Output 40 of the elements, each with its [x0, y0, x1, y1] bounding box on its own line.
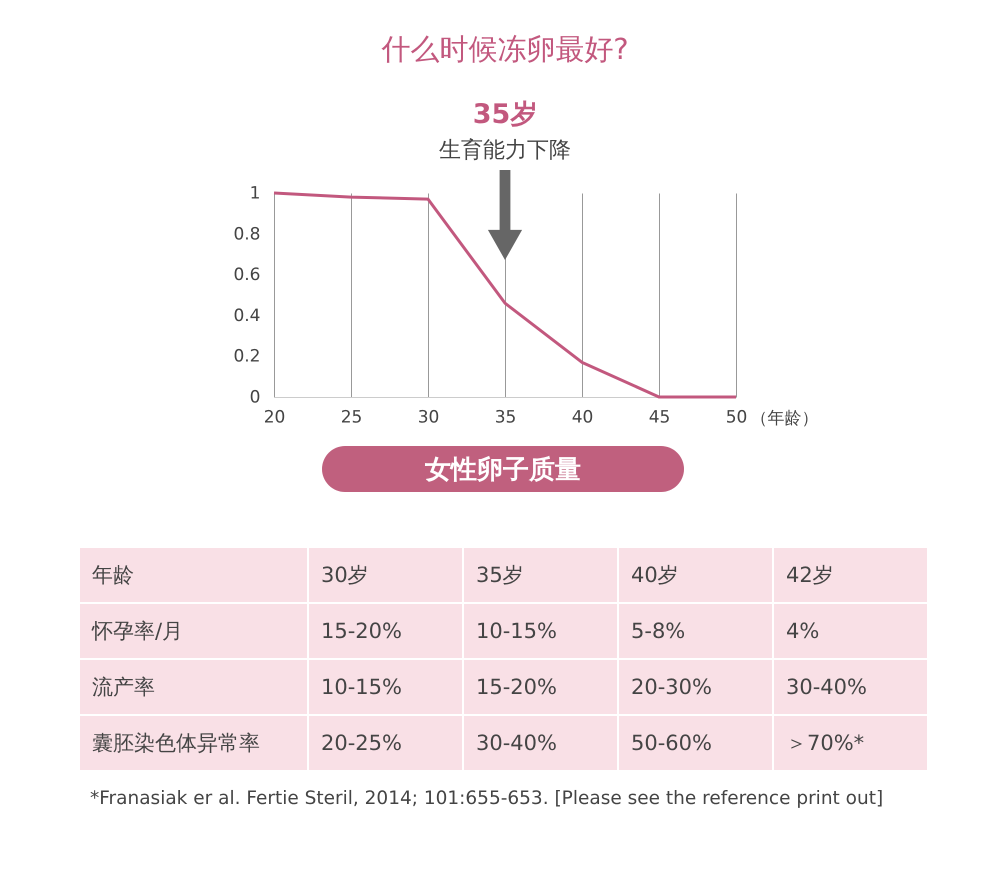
text: 35岁: [464, 548, 617, 602]
text: 42岁: [774, 548, 927, 602]
x-tick-label: 40: [572, 408, 594, 428]
text: 生育能力下降: [439, 137, 571, 163]
text: 20-25%: [309, 716, 462, 770]
text: 30-40%: [774, 660, 927, 714]
y-tick-label: 0.8: [233, 224, 260, 244]
text: *Franasiak er al. Fertie Steril, 2014; 101:655-653. [Please see the reference print out]: [90, 788, 884, 809]
y-tick-label: 0.4: [233, 306, 260, 326]
text: 15-20%: [464, 660, 617, 714]
text: 30-40%: [464, 716, 617, 770]
line-series: [272, 192, 738, 398]
text: 5-8%: [619, 604, 772, 658]
text: 流产率: [80, 660, 307, 714]
x-tick-label: 45: [648, 408, 670, 428]
y-tick-label: 0.6: [233, 265, 260, 286]
chart-title: 什么时候冻卵最好?: [380, 32, 629, 66]
text: 40岁: [619, 548, 772, 602]
x-tick-label: 30: [418, 408, 440, 428]
x-tick-label: 35: [494, 408, 516, 428]
text: 4%: [774, 604, 927, 658]
y-tick-label: 0: [250, 388, 260, 408]
text: 15-20%: [309, 604, 462, 658]
text: ＞70%*: [774, 716, 927, 770]
text: 30岁: [309, 548, 462, 602]
y-tick-label: 1: [250, 184, 260, 204]
text: 20-30%: [619, 660, 772, 714]
x-tick-label: 25: [340, 408, 362, 428]
x-tick-label: 50: [726, 408, 748, 428]
text: 35岁: [472, 99, 538, 130]
text: 怀孕率/月: [80, 604, 307, 658]
text: 年龄: [80, 548, 307, 602]
text: 50-60%: [619, 716, 772, 770]
text: 女性卵子质量: [322, 446, 684, 492]
x-axis-title: （年龄）: [750, 408, 818, 428]
text: 10-15%: [309, 660, 462, 714]
y-tick-label: 0.2: [233, 346, 260, 367]
text: 10-15%: [464, 604, 617, 658]
text: 囊胚染色体异常率: [80, 716, 307, 770]
x-tick-label: 20: [264, 408, 286, 428]
